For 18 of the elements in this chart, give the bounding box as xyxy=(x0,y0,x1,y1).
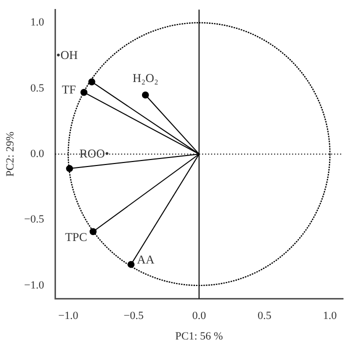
series-label: TF xyxy=(62,82,76,97)
y-tick-label: 1.0 xyxy=(30,16,45,29)
series-label: •OH xyxy=(56,48,78,62)
x-tick-label: −0.5 xyxy=(124,310,144,322)
x-axis-title: PC1: 56 % xyxy=(175,330,223,342)
x-tick-label: 1.0 xyxy=(323,310,338,322)
x-tick-label: 0.5 xyxy=(258,310,272,322)
series-label: AA xyxy=(137,252,155,267)
y-tick-label: 0.0 xyxy=(30,148,45,160)
y-tick-label: 0.5 xyxy=(30,82,45,94)
y-tick-label: −0.5 xyxy=(24,214,45,226)
series-label: TPC xyxy=(65,230,88,244)
x-tick-label: −1.0 xyxy=(58,310,79,322)
series-label: H₂O₂ xyxy=(132,71,158,86)
series-label: ROO• xyxy=(80,146,110,161)
y-axis-title: PC2: 29% xyxy=(4,132,16,177)
y-tick-label: −1.0 xyxy=(24,279,45,292)
x-tick-label: 0.0 xyxy=(192,310,206,322)
